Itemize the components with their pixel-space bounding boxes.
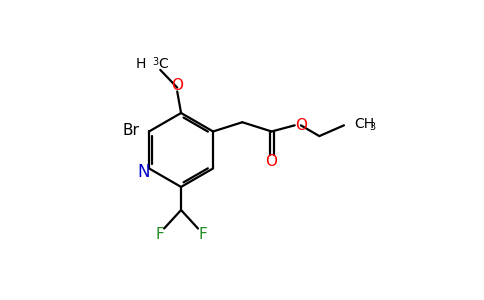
Text: O: O <box>295 118 307 133</box>
Text: 3: 3 <box>369 122 376 132</box>
Text: O: O <box>171 78 183 93</box>
Text: CH: CH <box>355 117 375 131</box>
Text: N: N <box>137 163 150 181</box>
Text: O: O <box>266 154 278 169</box>
Text: H: H <box>136 57 146 71</box>
Text: F: F <box>198 227 207 242</box>
Text: Br: Br <box>122 123 139 138</box>
Text: 3: 3 <box>152 57 159 67</box>
Text: C: C <box>158 57 168 71</box>
Text: F: F <box>155 227 164 242</box>
